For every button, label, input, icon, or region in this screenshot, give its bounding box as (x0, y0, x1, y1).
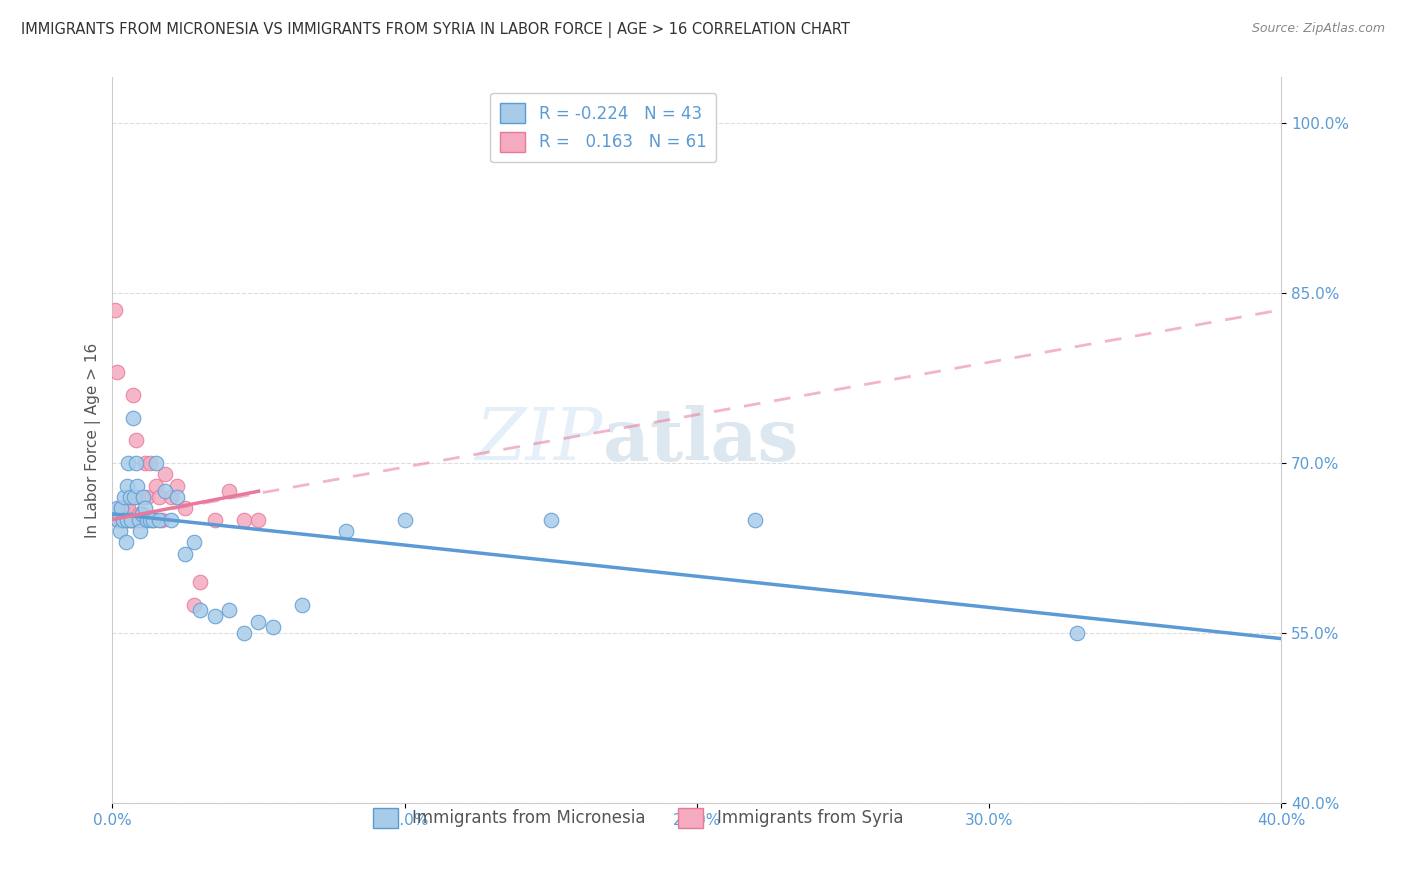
Point (124, 490, 146, 504)
Point (139, 512, 162, 526)
Point (166, 478, 188, 492)
Point (107, 512, 129, 526)
Point (108, 524, 131, 538)
Point (115, 501, 138, 516)
Point (136, 490, 159, 504)
Point (129, 524, 152, 538)
Point (1066, 626, 1088, 640)
Text: IMMIGRANTS FROM MICRONESIA VS IMMIGRANTS FROM SYRIA IN LABOR FORCE | AGE > 16 CO: IMMIGRANTS FROM MICRONESIA VS IMMIGRANTS… (21, 22, 851, 38)
Point (145, 478, 167, 492)
Legend: Immigrants from Micronesia, Immigrants from Syria: Immigrants from Micronesia, Immigrants f… (367, 801, 910, 835)
Point (108, 501, 131, 516)
Point (150, 512, 173, 526)
Point (125, 433, 148, 447)
Text: Source: ZipAtlas.com: Source: ZipAtlas.com (1251, 22, 1385, 36)
Text: ZIP: ZIP (475, 405, 603, 475)
Point (160, 512, 183, 526)
Point (127, 478, 149, 492)
Point (125, 456, 148, 470)
Point (129, 512, 152, 526)
Point (112, 512, 135, 526)
Point (105, 501, 128, 516)
Point (204, 512, 226, 526)
Point (114, 535, 136, 549)
Point (118, 512, 141, 526)
Point (128, 512, 150, 526)
Point (132, 490, 155, 504)
Point (128, 507, 150, 521)
Point (131, 507, 153, 521)
Point (117, 456, 139, 470)
Point (218, 603, 240, 617)
Point (111, 512, 134, 526)
Point (117, 501, 139, 516)
Point (120, 512, 142, 526)
Point (131, 507, 153, 521)
Point (134, 456, 156, 470)
Point (153, 484, 176, 499)
Point (183, 598, 205, 612)
Point (115, 507, 138, 521)
Point (136, 512, 159, 526)
Point (124, 512, 146, 526)
Point (247, 615, 270, 629)
Point (134, 501, 156, 516)
Point (232, 626, 254, 640)
Point (110, 512, 132, 526)
Point (160, 490, 183, 504)
Point (118, 490, 141, 504)
Point (142, 512, 165, 526)
Point (114, 512, 136, 526)
Point (112, 490, 135, 504)
Point (291, 598, 314, 612)
Point (145, 456, 167, 470)
Point (121, 388, 143, 402)
Point (335, 524, 357, 538)
Point (188, 574, 211, 589)
Point (204, 608, 226, 623)
Y-axis label: In Labor Force | Age > 16: In Labor Force | Age > 16 (86, 343, 101, 538)
Point (121, 410, 143, 425)
Point (218, 484, 240, 499)
Point (148, 490, 170, 504)
Point (174, 547, 197, 561)
Point (232, 512, 254, 526)
Point (183, 535, 205, 549)
Point (115, 478, 138, 492)
Point (148, 512, 170, 526)
Point (262, 620, 284, 634)
Point (115, 512, 138, 526)
Text: atlas: atlas (603, 405, 799, 475)
Point (188, 603, 211, 617)
Point (166, 490, 188, 504)
Point (120, 512, 142, 526)
Point (132, 512, 155, 526)
Point (105, 365, 128, 379)
Point (110, 501, 132, 516)
Point (111, 512, 134, 526)
Point (153, 467, 176, 482)
Point (540, 512, 562, 526)
Point (107, 512, 129, 526)
Point (104, 302, 127, 317)
Point (394, 512, 416, 526)
Point (247, 512, 270, 526)
Point (744, 512, 766, 526)
Point (139, 456, 162, 470)
Point (174, 501, 197, 516)
Point (127, 490, 149, 504)
Point (142, 512, 165, 526)
